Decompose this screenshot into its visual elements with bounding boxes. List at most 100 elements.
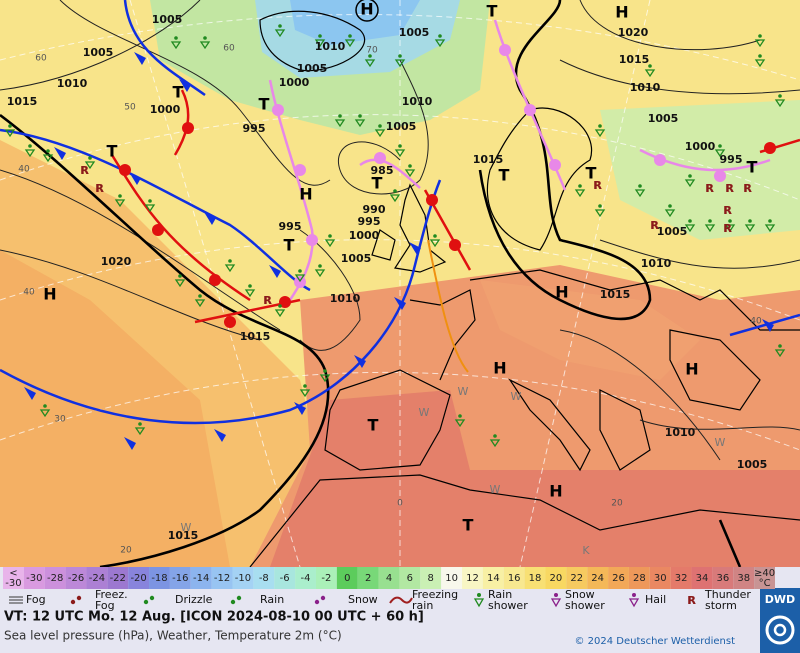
thunderstorm-symbol: ʀ (724, 202, 733, 218)
rain-dot (43, 404, 47, 408)
pressure-center: T (372, 174, 383, 193)
scale-label: -6 (280, 573, 290, 584)
rain-shower-symbol (170, 41, 182, 50)
rain-shower-symbol (644, 69, 656, 78)
occluded-front-symbol (714, 170, 726, 182)
scale-label: -4 (301, 573, 311, 584)
rain-dot (768, 219, 772, 223)
rain-dot (728, 219, 732, 223)
scale-label: -10 (235, 573, 251, 584)
scale-cell (378, 567, 400, 589)
rain-shower-symbol (489, 439, 501, 448)
scale-cell (649, 567, 671, 589)
pressure-center: H (549, 482, 562, 501)
scale-cell (253, 567, 275, 589)
pressure-label: 1005 (386, 120, 417, 133)
cold-front-triangle (214, 429, 226, 442)
cold-front-triangle (269, 265, 281, 278)
coastline (409, 289, 476, 381)
cold-front-triangle (129, 172, 141, 185)
copyright: © 2024 Deutscher Wetterdienst (574, 636, 735, 647)
rain-dot (203, 36, 207, 40)
cold-front-triangle (394, 297, 406, 310)
weather-letter: W (490, 483, 501, 496)
legend-label: Fog (95, 599, 115, 612)
scale-label: -14 (193, 573, 209, 584)
grid-label: 20 (120, 546, 132, 556)
rain-dot (338, 114, 342, 118)
scale-cell (628, 567, 650, 589)
legend-icon (70, 599, 76, 605)
high-center-ring (355, 0, 379, 22)
rain-dot (778, 94, 782, 98)
pressure-label: 1000 (150, 103, 181, 116)
rain-dot (398, 144, 402, 148)
thunderstorm-symbol: ʀ (724, 220, 733, 236)
pressure-center: H (685, 360, 698, 379)
pressure-label: 1010 (402, 95, 433, 108)
scale-cell (462, 567, 483, 589)
scale-label: -24 (89, 573, 105, 584)
cold-front-triangle (409, 242, 421, 255)
rain-shower-symbol (574, 189, 586, 198)
warm-front-semicircle (119, 164, 131, 176)
scale-cell (3, 567, 24, 589)
scale-label: -16 (172, 573, 188, 584)
warm-area (0, 250, 230, 567)
rain-shower-symbol (194, 299, 206, 308)
grid-label: 40 (23, 288, 35, 298)
rain-shower-symbol (374, 129, 386, 138)
rain-dot (578, 184, 582, 188)
occluded-front-symbol (524, 104, 536, 116)
rain-dot (748, 219, 752, 223)
rain-dot (438, 34, 442, 38)
legend-label: Hail (645, 593, 666, 606)
scale-label: ≥40 (754, 568, 775, 579)
scale-cell (44, 567, 66, 589)
pressure-label: 1015 (600, 288, 631, 301)
rain-shower-symbol (114, 199, 126, 208)
thunderstorm-symbol: ʀ (744, 180, 753, 196)
pressure-center: T (586, 164, 597, 183)
legend-label: Fog (26, 593, 46, 606)
description: Sea level pressure (hPa), Weather, Tempe… (4, 629, 342, 643)
grid-label: 30 (54, 415, 66, 425)
rain-shower-symbol (314, 269, 326, 278)
pressure-label: 1005 (657, 225, 688, 238)
rain-dot (323, 369, 327, 373)
scale-cell (670, 567, 692, 589)
rain-dot (648, 64, 652, 68)
scale-label: -30 (26, 573, 42, 584)
weather-letter: W (715, 436, 726, 449)
grid-label: 20 (611, 499, 623, 509)
pressure-center: T (107, 142, 118, 161)
rain-shower-symbol (754, 39, 766, 48)
warm-front-semicircle (279, 296, 291, 308)
scale-label: 0 (344, 573, 350, 584)
pressure-label: 985 (371, 164, 394, 177)
thunderstorm-symbol: ʀ (594, 177, 603, 193)
warm-front-semicircle (764, 142, 776, 154)
thunderstorm-symbol: ʀ (81, 162, 90, 178)
cold-front-triangle (54, 147, 66, 160)
pressure-label: 1005 (341, 252, 372, 265)
rain-dot (378, 124, 382, 128)
pressure-center: H (615, 3, 628, 22)
legend-label: rain (412, 599, 433, 612)
pressure-label: 995 (243, 122, 266, 135)
coastline (469, 269, 800, 331)
coastline (508, 378, 591, 472)
scale-label: 38 (737, 573, 750, 584)
scale-label: 36 (716, 573, 729, 584)
legend-icon (554, 593, 558, 597)
occluded-front-symbol (306, 234, 318, 246)
cold-front (0, 179, 442, 425)
scale-label: 4 (386, 573, 392, 584)
pressure-label: 1020 (618, 26, 649, 39)
weather-letter: W (458, 385, 469, 398)
pressure-label: 1005 (297, 62, 328, 75)
scale-label: 6 (407, 573, 413, 584)
pressure-label: 1015 (240, 330, 271, 343)
scale-label: 30 (654, 573, 667, 584)
